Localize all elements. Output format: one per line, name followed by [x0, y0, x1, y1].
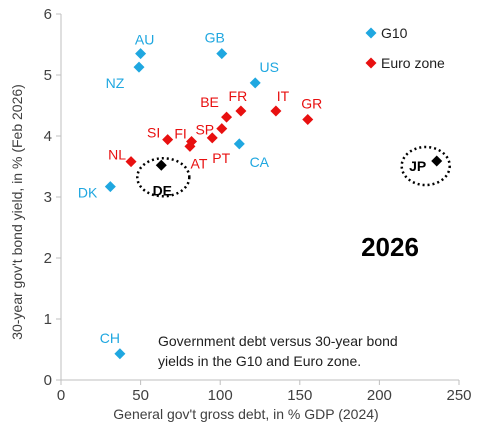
point-pt: [206, 132, 218, 144]
note-line-1: Government debt versus 30-year bond: [158, 333, 398, 349]
point-gr: [302, 114, 314, 126]
legend-marker-1: [365, 57, 377, 69]
data-points: [104, 48, 451, 360]
label-fr: FR: [229, 88, 248, 104]
y-tick-label: 4: [44, 128, 52, 145]
point-ca: [233, 138, 245, 150]
point-au: [135, 48, 147, 60]
legend-label-0: G10: [381, 25, 408, 41]
label-us: US: [259, 59, 278, 75]
x-tick-label: 150: [287, 387, 312, 404]
y-tick-label: 6: [44, 6, 52, 23]
legend: G10 Euro zone: [365, 25, 445, 71]
year-label: 2026: [361, 232, 419, 262]
y-tick-label: 1: [44, 311, 52, 328]
label-at: AT: [191, 155, 208, 171]
highlight-ring-jp: [400, 145, 451, 187]
label-gb: GB: [205, 30, 225, 46]
label-ch: CH: [100, 330, 120, 346]
label-it: IT: [277, 88, 290, 104]
legend-marker-0: [365, 27, 377, 39]
point-us: [249, 77, 261, 89]
label-dk: DK: [78, 185, 98, 201]
label-au: AU: [135, 32, 154, 48]
point-si: [162, 134, 174, 146]
label-nl: NL: [108, 147, 126, 163]
x-axis-title: General gov't gross debt, in % GDP (2024…: [113, 406, 378, 422]
label-si: SI: [147, 125, 160, 141]
point-nl: [125, 156, 137, 168]
point-it: [270, 105, 282, 117]
label-gr: GR: [301, 96, 322, 112]
y-axis-title: 30-year gov't bond yield, in % (Feb 2026…: [9, 84, 25, 340]
point-gb: [216, 48, 228, 60]
point-jp: [431, 155, 443, 167]
label-sp: SP: [195, 122, 214, 138]
point-sp: [216, 123, 228, 135]
y-tick-label: 2: [44, 250, 52, 267]
point-ch: [114, 348, 126, 360]
point-labels: AU NZ GB US CA DK CH NL SI FI AT BE SP PT FR IT GR DE JP: [78, 30, 426, 346]
label-de: DE: [153, 182, 172, 198]
legend-label-1: Euro zone: [381, 55, 445, 71]
point-de: [155, 159, 167, 171]
label-nz: NZ: [106, 75, 125, 91]
label-jp: JP: [409, 158, 426, 174]
label-pt: PT: [212, 150, 230, 166]
point-dk: [104, 181, 116, 193]
label-fi: FI: [174, 125, 186, 141]
note-line-2: yields in the G10 and Euro zone.: [158, 353, 361, 369]
x-tick-label: 100: [208, 387, 233, 404]
x-tick-label: 200: [367, 387, 392, 404]
y-tick-label: 5: [44, 67, 52, 84]
x-tick-label: 250: [446, 387, 471, 404]
label-be: BE: [200, 94, 219, 110]
point-nz: [133, 61, 145, 73]
highlight-ring-de: [136, 157, 191, 198]
x-tick-label: 0: [57, 387, 65, 404]
y-tick-label: 3: [44, 189, 52, 206]
point-be: [221, 111, 233, 123]
x-tick-label: 50: [132, 387, 149, 404]
label-ca: CA: [250, 154, 270, 170]
axes: 0 1 2 3 4 5 6 0 50 100 150 200 250: [44, 6, 472, 404]
point-at: [184, 140, 196, 152]
y-tick-label: 0: [44, 372, 52, 389]
point-fr: [235, 105, 247, 117]
